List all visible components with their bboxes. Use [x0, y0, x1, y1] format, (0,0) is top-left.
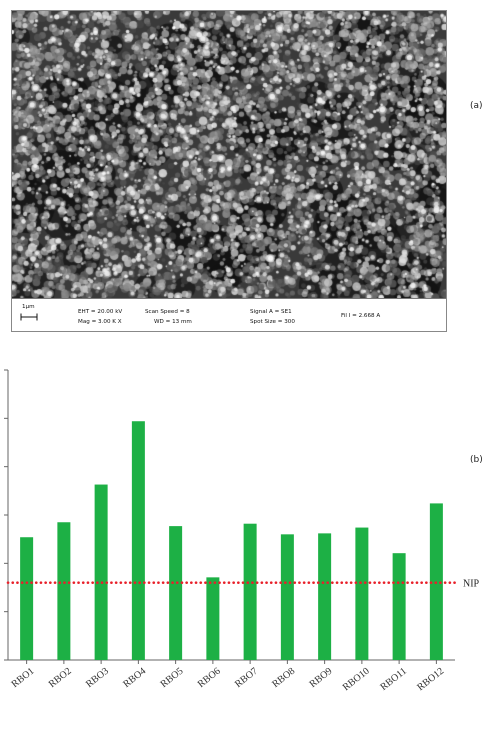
panel-b-label: (b) — [470, 455, 483, 465]
bar-rbo5 — [169, 526, 183, 660]
x-tick-label-rbo5: RBO5 — [159, 666, 186, 690]
bar-rbo6 — [206, 577, 220, 660]
x-tick-label-rbo2: RBO2 — [47, 666, 74, 690]
x-tick-label-rbo3: RBO3 — [84, 666, 111, 690]
reference-line-label: NIP — [463, 579, 480, 590]
x-tick-label-rbo10: RBO10 — [341, 666, 372, 693]
signal-field: Signal A = SE1 — [250, 309, 292, 315]
bar-rbo9 — [318, 533, 332, 660]
x-tick-label-rbo4: RBO4 — [121, 666, 148, 690]
mag-field: Mag = 3.00 K X — [78, 319, 122, 325]
sem-micrograph: 1µm EHT = 20.00 kV Mag = 3.00 K X Scan S… — [11, 10, 447, 332]
scale-bar-icon — [20, 313, 38, 321]
bar-chart: RBO1 RBO2 RBO3 RBO4 RBO5 RBO6 RBO7 RBO8 RBO9 RBO1… — [0, 360, 487, 733]
scale-bar-label: 1µm — [22, 304, 35, 310]
bar-rbo1 — [20, 537, 34, 660]
fil-field: Fil I = 2.668 A — [341, 313, 381, 319]
x-tick-label-rbo8: RBO8 — [270, 666, 297, 690]
bar-rbo3 — [94, 484, 108, 660]
bar-chart-svg: RBO1 RBO2 RBO3 RBO4 RBO5 RBO6 RBO7 RBO8 RBO9 RBO1… — [4, 369, 480, 693]
scan-speed-field: Scan Speed = 8 — [145, 309, 190, 315]
wd-field: WD = 13 mm — [154, 319, 192, 325]
x-tick-label-rbo1: RBO1 — [10, 666, 37, 690]
bar-rbo10 — [355, 527, 369, 660]
sem-info-bar: 1µm EHT = 20.00 kV Mag = 3.00 K X Scan S… — [12, 298, 446, 331]
bar-rbo4 — [131, 421, 145, 660]
x-tick-label-rbo11: RBO11 — [378, 666, 409, 693]
x-tick-label-rbo6: RBO6 — [196, 666, 223, 690]
panel-a-label: (a) — [470, 101, 483, 111]
x-tick-label-rbo12: RBO12 — [415, 666, 446, 693]
spot-size-field: Spot Size = 300 — [250, 319, 295, 325]
eht-field: EHT = 20.00 kV — [78, 309, 123, 315]
x-tick-label-rbo7: RBO7 — [233, 666, 260, 690]
bar-rbo11 — [392, 553, 406, 660]
sem-image — [12, 11, 446, 298]
bar-rbo7 — [243, 523, 257, 660]
bar-rbo2 — [57, 522, 71, 660]
bar-rbo8 — [280, 534, 294, 660]
x-tick-label-rbo9: RBO9 — [308, 666, 335, 690]
